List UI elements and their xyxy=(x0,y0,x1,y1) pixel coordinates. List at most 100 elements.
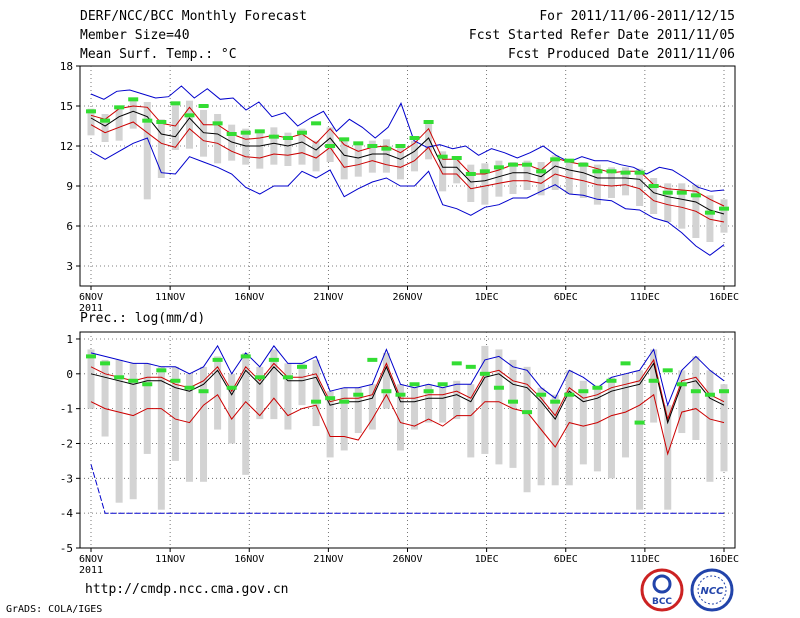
prec-box xyxy=(551,394,559,486)
temp-box xyxy=(650,178,658,214)
temp-box xyxy=(622,167,630,196)
prec-median-mark xyxy=(226,385,237,390)
temp-box xyxy=(579,162,587,198)
temp-max-line xyxy=(90,85,725,192)
prec-ytick-label: -2 xyxy=(60,437,73,450)
temp-median-mark xyxy=(268,134,279,139)
temp-panel: 18 15 12 9 6 3 6NOV 11NOV 16NOV 21NOV 26NOV 1DEC 6DE… xyxy=(60,60,739,314)
temp-xtick-label: 11DEC xyxy=(630,292,660,303)
prec-box xyxy=(664,405,672,510)
temp-median-mark xyxy=(381,146,392,151)
temp-median-mark xyxy=(142,118,153,123)
prec-median-mark xyxy=(522,410,533,415)
temp-median-mark xyxy=(170,101,181,106)
prec-xtick-label: 11DEC xyxy=(630,554,660,565)
prec-box xyxy=(129,363,137,500)
prec-ytick-label: -5 xyxy=(60,542,73,555)
temp-box xyxy=(523,160,531,190)
temp-ytick-label: 9 xyxy=(66,180,73,193)
temp-box xyxy=(214,114,222,164)
temp-xtick-label: 16DEC xyxy=(709,292,739,303)
refer-date: Fcst Started Refer Date 2011/11/05 xyxy=(468,28,735,43)
prec-box xyxy=(706,370,714,482)
temp-mean-line xyxy=(90,110,725,215)
source-url[interactable]: http://cmdp.ncc.cma.gov.cn xyxy=(85,582,289,597)
temp-median-mark xyxy=(592,169,603,174)
temp-box xyxy=(551,155,559,190)
temp-median-mark xyxy=(437,154,448,159)
temp-box xyxy=(228,124,236,161)
prec-box xyxy=(481,345,489,454)
prec-median-mark xyxy=(409,382,420,387)
prec-box xyxy=(622,373,630,458)
prec-box xyxy=(214,356,222,430)
temp-box xyxy=(495,160,503,197)
prec-box xyxy=(270,349,278,420)
prec-median-mark xyxy=(268,357,279,362)
prec-box xyxy=(298,363,306,406)
prec-median-mark xyxy=(339,399,350,404)
temp-xtick-label: 21NOV xyxy=(313,292,343,303)
prec-box xyxy=(228,373,236,444)
temp-median-mark xyxy=(634,170,645,175)
prec-box xyxy=(354,387,362,434)
temp-box xyxy=(242,128,250,165)
temp-box xyxy=(664,183,672,222)
prec-ytick-label: 0 xyxy=(66,368,73,381)
temp-median-mark xyxy=(240,130,251,135)
prec-box xyxy=(340,387,348,451)
prec-title: Prec.: log(mm/d) xyxy=(80,311,205,326)
temp-median-mark xyxy=(353,141,364,146)
prec-box xyxy=(368,384,376,430)
prec-box xyxy=(523,366,531,493)
temp-median-mark xyxy=(564,158,575,163)
prec-median-mark xyxy=(662,368,673,373)
temp-median-mark xyxy=(254,129,265,134)
prec-median-mark xyxy=(100,361,111,366)
temp-median-mark xyxy=(536,169,547,174)
temp-ytick-label: 18 xyxy=(60,60,73,73)
temp-box xyxy=(607,167,615,198)
temp-box xyxy=(354,142,362,177)
temp-ytick-label: 6 xyxy=(66,220,73,233)
prec-box xyxy=(650,349,658,423)
temp-median-mark xyxy=(311,121,322,126)
temp-median-mark xyxy=(662,190,673,195)
prec-median-mark xyxy=(367,357,378,362)
produced-date: Fcst Produced Date 2011/11/06 xyxy=(508,47,735,62)
temp-box xyxy=(425,123,433,160)
temp-box xyxy=(481,163,489,205)
prec-median-mark xyxy=(297,364,307,369)
prec-upper-line xyxy=(90,358,725,421)
prec-box xyxy=(382,352,390,409)
prec-box xyxy=(453,380,461,420)
prec-min-line xyxy=(90,393,725,456)
temp-box xyxy=(298,128,306,165)
temp-box xyxy=(509,162,517,194)
prec-median-mark xyxy=(240,354,251,359)
prec-box xyxy=(312,359,320,427)
prec-median-mark xyxy=(282,375,293,380)
temp-median-mark xyxy=(282,136,293,140)
temp-box xyxy=(312,140,320,172)
temp-median-mark xyxy=(184,113,195,118)
prec-box xyxy=(411,387,419,430)
prec-box xyxy=(692,356,700,440)
temp-median-mark xyxy=(409,136,420,140)
prec-box xyxy=(242,352,250,475)
temp-median-mark xyxy=(226,132,237,136)
prec-xtick-label: 26NOV xyxy=(392,554,422,565)
temp-box xyxy=(200,110,208,157)
prec-median-mark xyxy=(170,378,181,383)
prec-median-mark xyxy=(86,354,96,359)
prec-xtick-label: 11NOV xyxy=(155,554,185,565)
temp-box xyxy=(115,107,123,141)
ncc-logo: NCC xyxy=(690,568,734,612)
prec-xtick-label: 6NOV xyxy=(79,554,103,565)
temp-median-mark xyxy=(550,157,561,162)
prec-median-mark xyxy=(648,378,659,383)
temp-box xyxy=(270,127,278,165)
temp-min-line xyxy=(90,137,725,256)
temp-median-mark xyxy=(465,172,476,176)
temp-xtick-label: 11NOV xyxy=(155,292,185,303)
